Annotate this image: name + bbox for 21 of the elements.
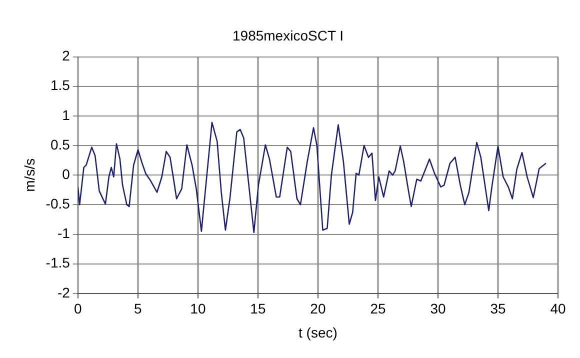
x-tick-label: 15 (250, 300, 266, 317)
y-tick-label: 0 (62, 166, 70, 182)
x-tick-label: 5 (134, 300, 142, 317)
y-tick-label: -1 (57, 225, 70, 242)
y-tick-label: 0.5 (50, 136, 70, 152)
x-tick-label: 10 (190, 300, 206, 317)
y-tick-label: -2 (57, 284, 70, 300)
x-tick-label: 20 (310, 300, 326, 317)
y-tick-label: -1.5 (46, 254, 70, 271)
x-axis-title: t (sec) (298, 324, 338, 340)
chart-title: 1985mexicoSCT I (232, 27, 344, 44)
x-tick-label: 40 (550, 300, 566, 317)
x-tick-label: 35 (490, 300, 506, 317)
y-tick-label: 2 (62, 48, 70, 64)
x-tick-label: 30 (430, 300, 446, 317)
x-tick-label: 25 (370, 300, 386, 317)
x-tick-label: 0 (74, 300, 82, 317)
y-tick-label: -0.5 (46, 196, 70, 212)
y-tick-label: 1 (62, 106, 70, 123)
y-tick-label: 1.5 (50, 77, 70, 94)
y-axis-title: m/s/s (21, 158, 38, 192)
